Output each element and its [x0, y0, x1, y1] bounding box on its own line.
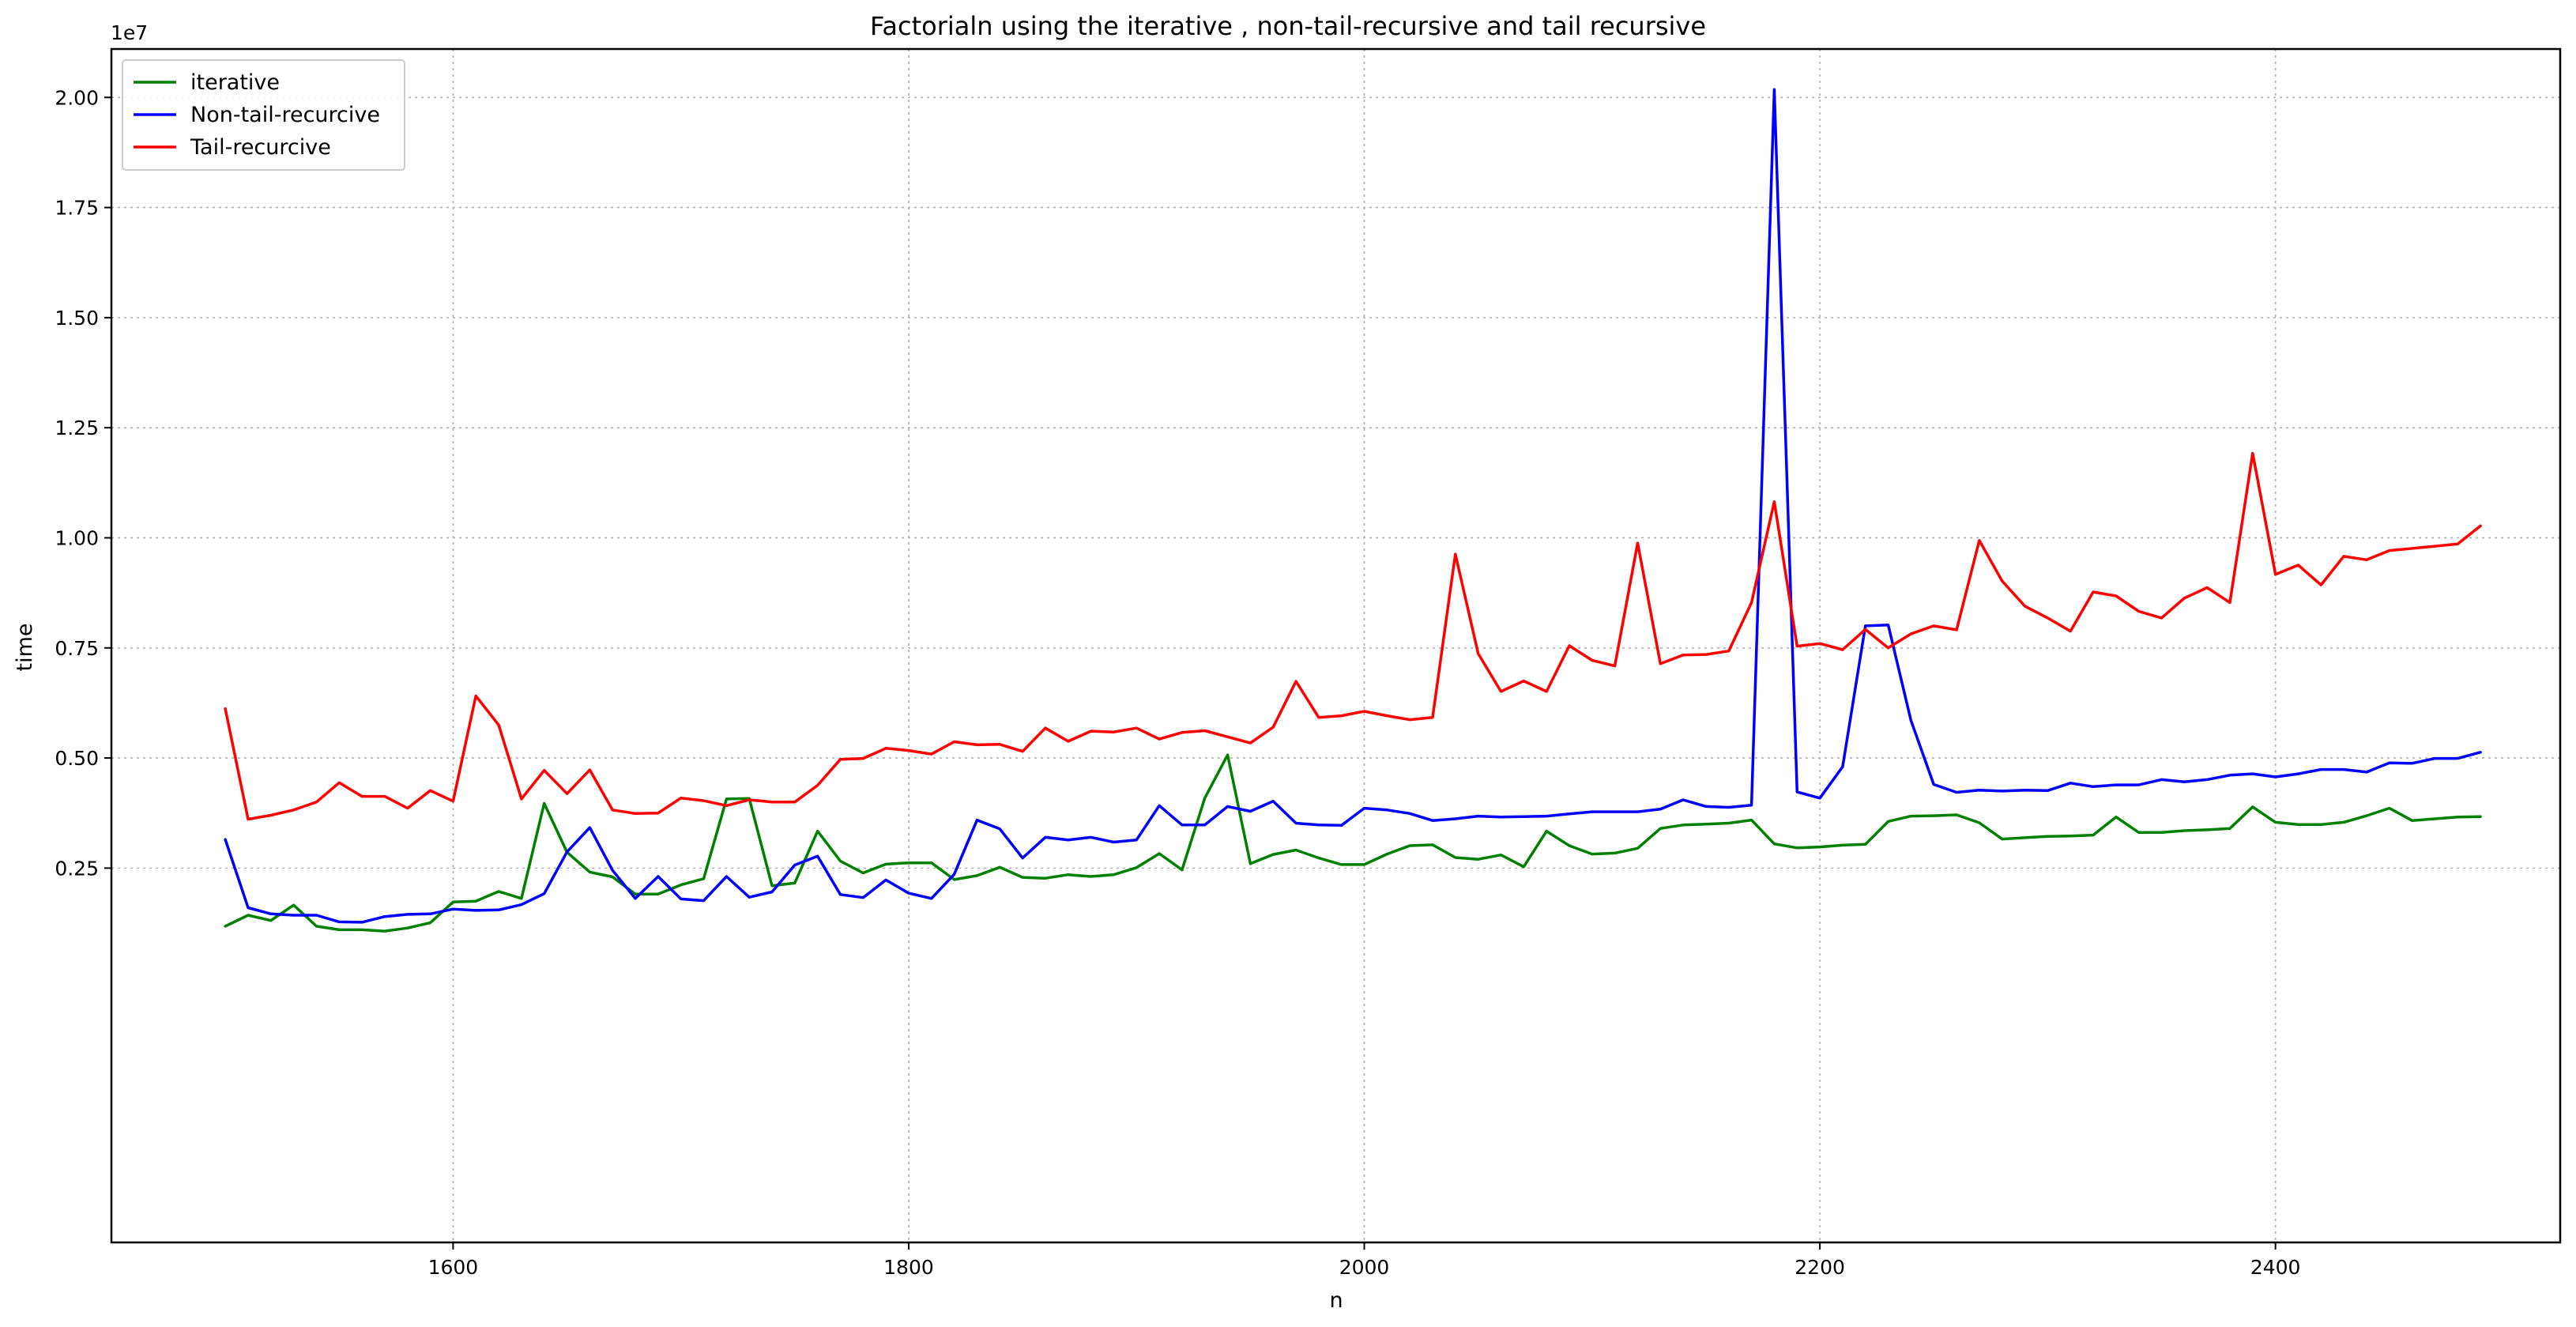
legend-label-tail-recurcive: Tail-recurcive [190, 135, 331, 160]
x-tick-label: 2200 [1795, 1256, 1845, 1279]
y-axis-label: time [13, 623, 37, 671]
series-line-tail-recurcive [224, 451, 2482, 821]
x-tick-label: 1600 [428, 1256, 479, 1279]
y-tick-label: 0.75 [55, 637, 99, 660]
x-tick-label: 1800 [883, 1256, 934, 1279]
legend: iterative Non-tail-recurcive Tail-recurciv… [122, 59, 405, 171]
x-axis-ticks: 1600 1800 2000 2200 2400 [428, 1242, 2301, 1279]
y-tick-label: 2.00 [55, 86, 99, 109]
chart-title: Factorialn using the iterative , non-tai… [870, 11, 1706, 41]
x-axis-label: n [1329, 1288, 1343, 1313]
plot-area-frame [110, 47, 2562, 1244]
series-line-non-tail-recurcive [224, 88, 2482, 924]
x-tick-label: 2400 [2250, 1256, 2301, 1279]
y-tick-label: 1.75 [55, 197, 99, 220]
legend-label-non-tail-recurcive: Non-tail-recurcive [190, 103, 380, 127]
series-line-iterative [224, 753, 2482, 933]
legend-label-iterative: iterative [190, 70, 280, 95]
series-layer [224, 88, 2482, 933]
y-tick-label: 0.50 [55, 747, 99, 770]
y-tick-label: 1.00 [55, 526, 99, 549]
x-tick-label: 2000 [1339, 1256, 1390, 1279]
y-axis-ticks: 0.25 0.50 0.75 1.00 1.25 1.50 1.75 2.00 [55, 86, 111, 880]
y-tick-label: 0.25 [55, 857, 99, 880]
legend-box [122, 59, 405, 171]
grid [111, 49, 2560, 1242]
y-axis-offset-label: 1e7 [111, 21, 148, 44]
y-tick-label: 1.50 [55, 307, 99, 330]
y-tick-label: 1.25 [55, 417, 99, 439]
